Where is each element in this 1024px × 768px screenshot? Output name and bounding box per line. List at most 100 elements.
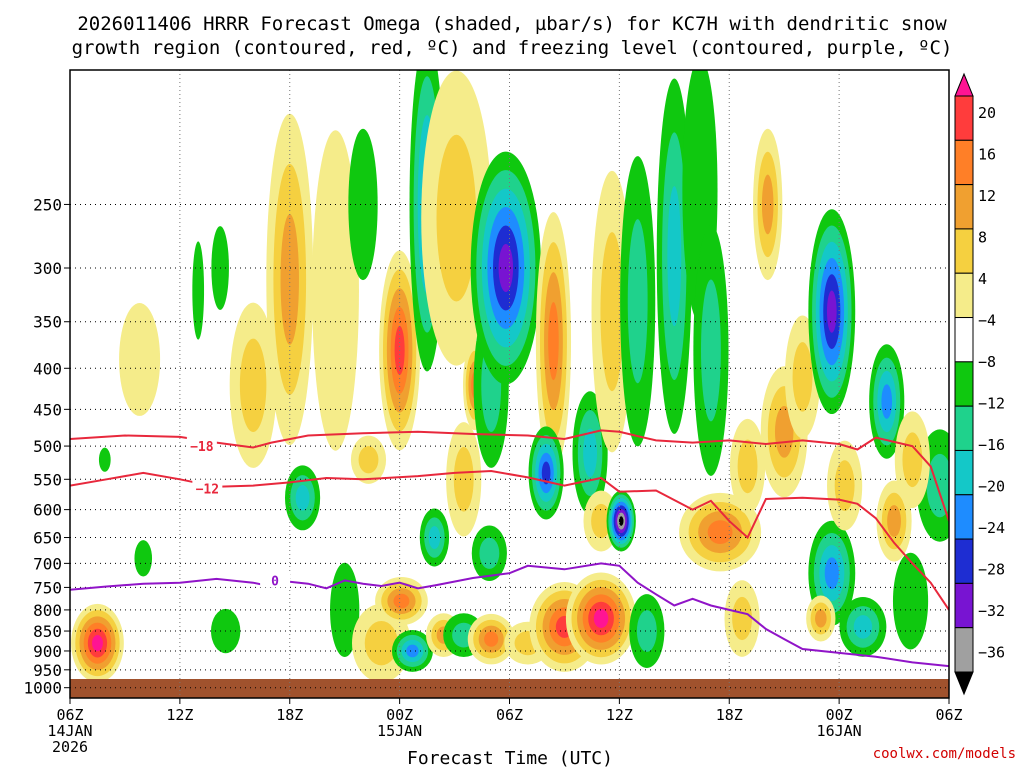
colorbar-segment	[954, 361, 974, 407]
dendritic-contour-label: −12	[196, 483, 219, 498]
colorbar-segment	[954, 317, 974, 363]
omega-level	[548, 302, 559, 381]
ground-surface	[70, 679, 949, 698]
omega-cell	[535, 212, 572, 471]
omega-cell	[348, 128, 378, 281]
y-tick-label: 900	[33, 642, 62, 661]
omega-level	[707, 520, 733, 544]
y-tick-label: 250	[33, 195, 62, 214]
omega-level	[761, 174, 774, 235]
y-tick-label: 350	[33, 313, 62, 332]
omega-cell	[266, 113, 314, 446]
omega-cell	[419, 508, 450, 567]
omega-cell	[312, 130, 359, 451]
omega-cell	[350, 435, 387, 484]
omega-level	[600, 232, 624, 392]
y-tick-label: 400	[33, 359, 62, 378]
omega-cell	[192, 241, 205, 340]
y-tick-label: 950	[33, 661, 62, 680]
colorbar-label: −24	[978, 519, 1005, 537]
omega-level	[774, 405, 794, 458]
colorbar-label: −32	[978, 602, 1005, 620]
colorbar-segment	[954, 184, 974, 230]
dendritic-contour-label-bg	[192, 479, 223, 496]
x-tick-date: 15JAN	[377, 722, 422, 740]
colorbar-bottom-arrow	[954, 671, 974, 696]
omega-cell	[284, 465, 321, 531]
omega-level	[358, 446, 379, 474]
y-tick-label: 500	[33, 437, 62, 456]
omega-level	[892, 552, 929, 650]
omega-cell	[753, 128, 783, 281]
omega-cell	[629, 594, 665, 668]
omega-cell	[839, 597, 887, 657]
omega-cell	[119, 302, 161, 416]
y-tick-label: 750	[33, 578, 62, 597]
colorbar-segment	[954, 582, 974, 629]
colorbar-label: 12	[978, 187, 996, 205]
colorbar-segment	[954, 494, 974, 540]
contour-lines: −18 −12 0	[70, 429, 949, 668]
omega-level	[98, 447, 111, 472]
omega-level	[824, 557, 839, 590]
colorbar-segment	[954, 139, 974, 186]
colorbar-segment	[954, 627, 974, 673]
colorbar-label: −16	[978, 436, 1005, 454]
omega-cell	[892, 552, 929, 650]
title-line-1: 2026011406 HRRR Forecast Omega (shaded, …	[77, 13, 947, 35]
colorbar-label: 8	[978, 229, 987, 247]
title-line-2: growth region (contoured, red, ºC) and f…	[72, 37, 953, 59]
omega-level	[453, 446, 474, 512]
colorbar-segment	[954, 228, 974, 274]
omega-cell	[827, 440, 863, 531]
y-tick-label: 300	[33, 259, 62, 278]
freezing-level-label-bg	[260, 571, 291, 588]
omega-level	[479, 537, 500, 569]
omega-level	[406, 644, 419, 658]
omega-cell	[729, 418, 766, 514]
omega-level	[834, 460, 855, 511]
omega-level	[192, 241, 205, 340]
omega-cell	[606, 490, 636, 552]
omega-cell	[375, 576, 428, 626]
credit-text[interactable]: coolwx.com/models	[873, 746, 1016, 762]
omega-level	[667, 186, 682, 327]
omega-level	[393, 593, 410, 609]
omega-level	[364, 620, 398, 666]
freezing-level-label: 0	[271, 574, 279, 589]
omega-level	[737, 439, 758, 494]
omega-level	[618, 516, 624, 526]
omega-level	[591, 503, 611, 539]
omega-cell	[679, 492, 762, 572]
omega-cell	[134, 540, 153, 577]
colorbar-segment	[954, 95, 974, 141]
omega-level	[887, 505, 901, 538]
omega-cell	[98, 447, 111, 472]
colorbar-label: 20	[978, 104, 996, 122]
omega-cell	[528, 426, 564, 520]
x-tick-label: 12Z	[166, 706, 193, 724]
y-tick-label: 450	[33, 400, 62, 419]
omega-level	[636, 610, 657, 652]
omega-cell	[572, 391, 608, 515]
omega-cell	[446, 422, 482, 537]
omega-level	[484, 631, 499, 647]
y-tick-label: 1000	[23, 679, 62, 698]
omega-level	[732, 596, 753, 641]
omega-level	[239, 338, 267, 433]
dendritic-contour	[70, 469, 949, 611]
omega-level	[627, 219, 648, 384]
omega-cell	[71, 603, 124, 683]
x-axis-label: Forecast Time (UTC)	[407, 748, 613, 768]
omega-level	[881, 384, 893, 419]
x-tick-label: 06Z	[56, 706, 83, 724]
omega-level	[312, 130, 359, 451]
omega-level	[583, 428, 598, 478]
colorbar-label: −36	[978, 644, 1005, 662]
colorbar-label: 4	[978, 270, 987, 288]
omega-cell	[391, 630, 433, 672]
colorbar: 20 16 12 8 4 −4 −8 −12 −16 −20 −24 −28 −32 −36	[954, 72, 1005, 696]
colorbar-label: −4	[978, 312, 996, 330]
